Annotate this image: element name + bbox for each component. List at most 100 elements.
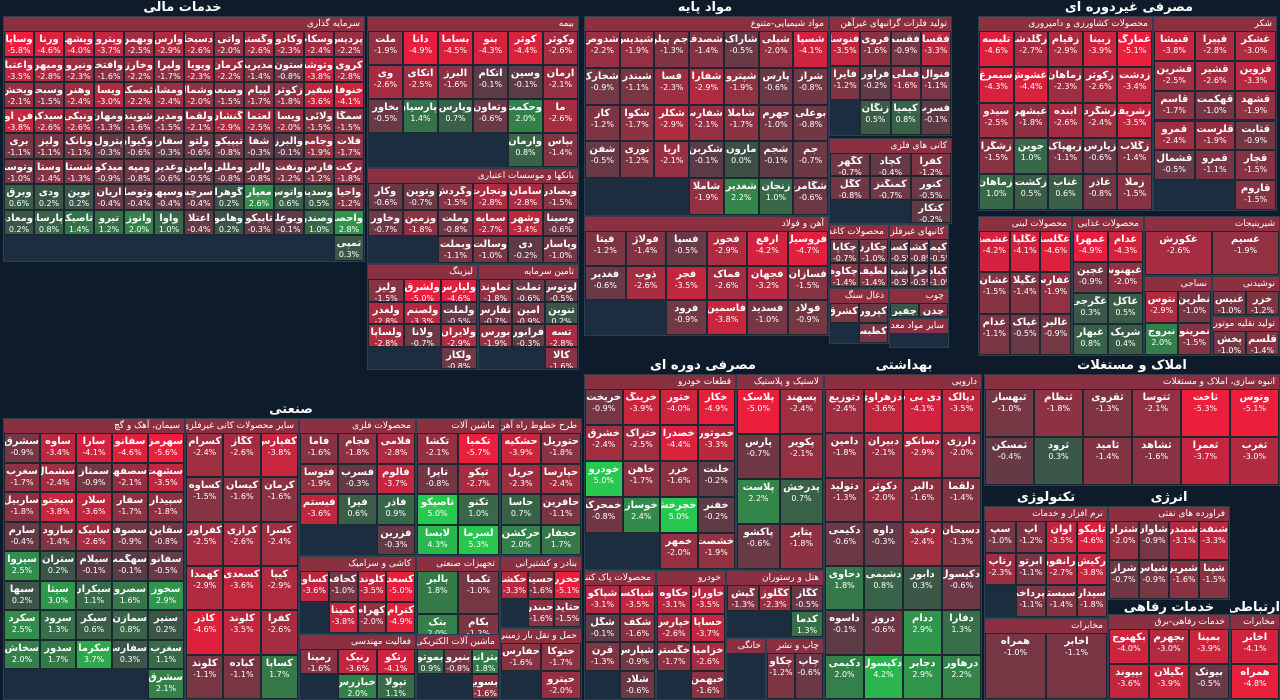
symbol-tile[interactable]: خزر -1.2%	[1246, 291, 1279, 315]
symbol-tile[interactable]: سیجتو -3.8%	[40, 492, 76, 522]
symbol-tile[interactable]: وسپهر-0.4%	[154, 184, 184, 210]
symbol-tile[interactable]: شنفت-3.3%	[1199, 521, 1229, 560]
symbol-tile[interactable]: وخاور -0.7%	[368, 209, 403, 237]
symbol-tile[interactable]: اتکای -2.5%	[403, 65, 438, 99]
symbol-tile[interactable]: کرمان -2.2%	[214, 56, 244, 83]
symbol-tile[interactable]: حآفرین -1.1%	[541, 494, 581, 525]
symbol-tile[interactable]: دعبید -2.4%	[903, 521, 942, 567]
symbol-tile[interactable]: ولانا -0.7%	[404, 324, 441, 347]
symbol-tile[interactable]: وشمال-2.0%	[184, 82, 214, 108]
symbol-tile[interactable]: کفپارس-3.8%	[260, 433, 298, 478]
industry-title[interactable]: سیمان، آهک و گچ	[4, 419, 184, 433]
industry-title[interactable]: ذغال سنگ	[830, 289, 888, 303]
symbol-tile[interactable]: ولیز -1.1%	[34, 133, 64, 159]
symbol-tile[interactable]: بمپنا -3.9%	[1189, 629, 1229, 664]
industry-title[interactable]: نرم افزار و خدمات	[985, 507, 1107, 521]
symbol-tile[interactable]: دفارا 1.3%	[942, 610, 981, 655]
symbol-tile[interactable]: دامین -1.8%	[825, 433, 864, 478]
symbol-tile[interactable]: کالا -1.6%	[545, 346, 578, 369]
symbol-tile[interactable]: کیپا -2.9%	[260, 566, 298, 611]
symbol-tile[interactable]: تاصیکو 5.0%	[417, 494, 458, 525]
symbol-tile[interactable]: کلوند -3.5%	[357, 571, 387, 602]
industry-title[interactable]: تولید فلزات گرانبهای غیرآهن	[830, 17, 951, 31]
symbol-tile[interactable]: سفارس0.3%	[112, 639, 148, 670]
symbol-tile[interactable]: ثقزوی -1.3%	[1083, 389, 1132, 437]
symbol-tile[interactable]: آبنده -2.6%	[1048, 102, 1083, 139]
symbol-tile[interactable]: کشرق-1.2%	[830, 303, 859, 323]
symbol-tile[interactable]: نوین 0.2%	[64, 184, 94, 210]
symbol-tile[interactable]: خزامیا -2.6%	[691, 642, 725, 671]
symbol-tile[interactable]: ثمسکن-2.2%	[124, 82, 154, 108]
symbol-tile[interactable]: کمینا -3.8%	[328, 602, 358, 633]
symbol-tile[interactable]: قلسم -1.4%	[1246, 331, 1279, 355]
symbol-tile[interactable]: نوری -1.2%	[619, 141, 655, 179]
symbol-tile[interactable]: نبروج 2.0%	[1145, 323, 1178, 355]
industry-title[interactable]: خدمات رفاهی-برق	[1109, 615, 1229, 629]
symbol-tile[interactable]: امین -0.9%	[512, 301, 545, 324]
symbol-tile[interactable]: وسکاب-2.4%	[304, 31, 334, 57]
symbol-tile[interactable]: فاسمین -3.8%	[706, 300, 747, 335]
symbol-tile[interactable]: زنگان 0.5%	[860, 100, 891, 135]
symbol-tile[interactable]: همراه -1.0%	[985, 633, 1046, 699]
symbol-tile[interactable]: خراسان-0.5%	[909, 263, 929, 287]
symbol-tile[interactable]: فماک -2.6%	[706, 265, 747, 301]
symbol-tile[interactable]: پترول -0.3%	[94, 133, 124, 159]
industry-title[interactable]: هتل و رستوران	[727, 571, 823, 585]
symbol-tile[interactable]: فملی -1.6%	[890, 65, 921, 101]
symbol-tile[interactable]: وتوشه-3.8%	[304, 56, 334, 83]
symbol-tile[interactable]: قثابت -0.9%	[1235, 120, 1276, 151]
symbol-tile[interactable]: زدشت -3.4%	[1117, 66, 1152, 103]
symbol-tile[interactable]: وکوثر -2.6%	[543, 31, 578, 65]
symbol-tile[interactable]: غاذر -0.8%	[1082, 174, 1118, 210]
symbol-tile[interactable]: سپیدار -1.8%	[148, 492, 184, 522]
symbol-tile[interactable]: ساوه -3.4%	[40, 433, 76, 463]
symbol-tile[interactable]: سشرق 2.1%	[148, 669, 184, 699]
symbol-tile[interactable]: بنو -4.3%	[473, 31, 508, 65]
symbol-tile[interactable]: قپیرا -2.8%	[1194, 31, 1236, 61]
symbol-tile[interactable]: خموتور -3.3%	[697, 425, 735, 461]
symbol-tile[interactable]: وخارزم-2.2%	[124, 56, 154, 83]
symbol-tile[interactable]: ومیه -0.8%	[124, 158, 154, 185]
symbol-tile[interactable]: خلنت -0.2%	[697, 461, 735, 497]
symbol-tile[interactable]: ختراک -2.5%	[622, 425, 660, 461]
symbol-tile[interactable]: پلاست 2.2%	[737, 479, 780, 524]
industry-title[interactable]: لیزینگ	[368, 265, 477, 279]
symbol-tile[interactable]: دی -0.2%	[508, 236, 543, 263]
symbol-tile[interactable]: بنیرو -0.8%	[444, 649, 472, 674]
symbol-tile[interactable]: حریل -2.3%	[501, 463, 541, 494]
symbol-tile[interactable]: زبهپاک -1.1%	[1048, 138, 1083, 175]
symbol-tile[interactable]: دسبحان -1.3%	[942, 521, 981, 567]
symbol-tile[interactable]: پارس -0.7%	[737, 434, 780, 479]
symbol-tile[interactable]: کسرا -2.4%	[260, 521, 298, 566]
symbol-tile[interactable]: کلوند -3.5%	[223, 610, 261, 655]
symbol-tile[interactable]: ولقمان-2.1%	[184, 107, 214, 134]
symbol-tile[interactable]: فزرین -0.3%	[376, 524, 415, 555]
symbol-tile[interactable]: شخارک-0.9%	[585, 67, 620, 105]
symbol-tile[interactable]: شاملا -1.9%	[689, 178, 724, 215]
symbol-tile[interactable]: سغرب 1.1%	[148, 639, 184, 670]
symbol-tile[interactable]: شدوص -2.2%	[585, 31, 620, 68]
symbol-tile[interactable]: سصوفی-0.9%	[112, 521, 148, 552]
industry-title[interactable]: ماشین آلات	[417, 419, 499, 433]
symbol-tile[interactable]: ملت -1.9%	[368, 31, 403, 65]
symbol-tile[interactable]: رمپنا -1.6%	[300, 649, 339, 674]
symbol-tile[interactable]: غشوش-4.4%	[1013, 66, 1049, 103]
symbol-tile[interactable]: کسرام -2.4%	[186, 433, 224, 478]
symbol-tile[interactable]: شتران-2.0%	[1109, 521, 1139, 560]
symbol-tile[interactable]: خگستر -1.7%	[657, 642, 691, 671]
symbol-tile[interactable]: کسعدی-5.0%	[386, 571, 415, 602]
symbol-tile[interactable]: غناب 0.6%	[1048, 174, 1083, 210]
symbol-tile[interactable]: شریک 0.4%	[1108, 324, 1143, 355]
industry-title[interactable]: قطعات خودرو	[585, 375, 735, 389]
symbol-tile[interactable]: کلوند -1.1%	[186, 654, 224, 699]
industry-title[interactable]: چوب	[890, 289, 948, 303]
symbol-tile[interactable]: بجهرم -3.0%	[1149, 629, 1189, 664]
symbol-tile[interactable]: دسبحا -2.6%	[184, 31, 214, 57]
symbol-tile[interactable]: خاوران -3.5%	[691, 585, 725, 614]
symbol-tile[interactable]: سیدو -2.5%	[979, 102, 1014, 139]
symbol-tile[interactable]: قمرو -1.1%	[1194, 150, 1236, 181]
symbol-tile[interactable]: وسالت -1.0%	[473, 236, 508, 263]
industry-title[interactable]: نساجی	[1145, 277, 1211, 291]
symbol-tile[interactable]: سفانو -4.6%	[112, 433, 148, 463]
symbol-tile[interactable]: سفار -1.7%	[112, 492, 148, 522]
